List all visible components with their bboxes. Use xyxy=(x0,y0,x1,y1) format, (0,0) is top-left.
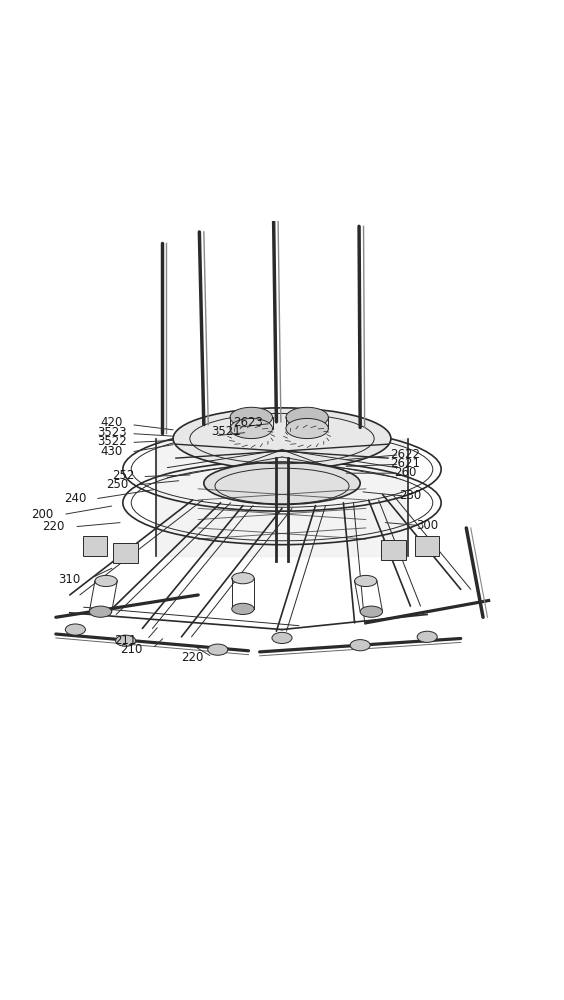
Text: 252: 252 xyxy=(112,469,134,482)
Text: 3521: 3521 xyxy=(212,425,241,438)
Text: 2621: 2621 xyxy=(390,457,420,470)
Text: 310: 310 xyxy=(59,573,81,586)
Text: 250: 250 xyxy=(106,478,129,491)
Ellipse shape xyxy=(286,418,328,439)
Text: 2623: 2623 xyxy=(233,416,263,429)
Text: 230: 230 xyxy=(399,489,421,502)
Ellipse shape xyxy=(350,640,370,651)
Ellipse shape xyxy=(360,606,382,617)
Text: 240: 240 xyxy=(64,492,86,505)
Text: 3523: 3523 xyxy=(97,426,126,439)
Polygon shape xyxy=(156,439,408,556)
Ellipse shape xyxy=(65,624,85,635)
Ellipse shape xyxy=(272,632,292,644)
Text: 210: 210 xyxy=(120,643,142,656)
Bar xyxy=(381,540,406,560)
Ellipse shape xyxy=(232,603,254,614)
Ellipse shape xyxy=(355,575,377,587)
Text: 3522: 3522 xyxy=(97,435,126,448)
Text: 220: 220 xyxy=(42,520,64,533)
Ellipse shape xyxy=(173,408,391,469)
Ellipse shape xyxy=(116,635,136,646)
Ellipse shape xyxy=(95,575,117,587)
Ellipse shape xyxy=(230,418,272,439)
Text: 211: 211 xyxy=(114,634,137,647)
Text: 220: 220 xyxy=(182,651,204,664)
Ellipse shape xyxy=(417,631,437,642)
Ellipse shape xyxy=(208,644,228,655)
FancyBboxPatch shape xyxy=(3,221,561,779)
Bar xyxy=(83,536,107,556)
Text: 260: 260 xyxy=(394,466,416,479)
Text: 200: 200 xyxy=(31,508,53,521)
Ellipse shape xyxy=(204,462,360,504)
Bar xyxy=(415,536,439,556)
Text: 420: 420 xyxy=(100,416,123,429)
Text: 2622: 2622 xyxy=(390,448,420,461)
Ellipse shape xyxy=(230,407,272,427)
Ellipse shape xyxy=(286,407,328,427)
Ellipse shape xyxy=(89,606,112,617)
Ellipse shape xyxy=(232,573,254,584)
Text: 300: 300 xyxy=(416,519,438,532)
Text: 430: 430 xyxy=(100,445,123,458)
Bar xyxy=(113,543,138,563)
